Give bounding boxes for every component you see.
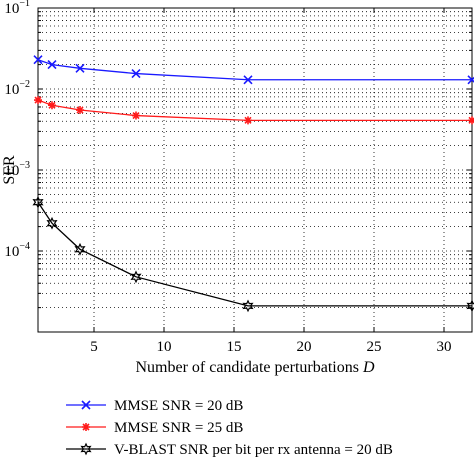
- data-point: [74, 242, 86, 256]
- series-line: [37, 99, 472, 122]
- series-3: [32, 195, 474, 313]
- y-tick-label-base: 10: [4, 163, 19, 179]
- series-1: [33, 55, 474, 85]
- legend-label: MMSE SNR = 25 dB: [114, 420, 243, 436]
- y-tick-label: 10−4: [4, 241, 30, 260]
- data-point: [468, 116, 474, 125]
- x-tick-label: 5: [90, 339, 98, 355]
- series-group: [32, 55, 474, 313]
- series-line: [37, 59, 472, 81]
- data-point: [467, 75, 474, 85]
- x-tick-label: 15: [227, 339, 242, 355]
- y-tick-label: 10−3: [4, 160, 30, 179]
- x-axis-label-variable: D: [362, 359, 375, 376]
- data-point: [130, 270, 142, 284]
- x-tick-label: 20: [297, 339, 312, 355]
- data-point: [46, 216, 58, 230]
- legend-entry: MMSE SNR = 20 dB: [66, 398, 243, 414]
- grid-lines: [38, 8, 472, 332]
- legend-marker: [81, 400, 91, 410]
- data-point: [32, 195, 44, 209]
- legend-label: MMSE SNR = 20 dB: [114, 398, 243, 414]
- data-point: [76, 106, 84, 115]
- series-line: [37, 201, 472, 307]
- legend-entry: MMSE SNR = 25 dB: [66, 420, 243, 436]
- data-point: [466, 299, 474, 313]
- legend-marker: [82, 423, 90, 431]
- data-point: [47, 60, 57, 70]
- x-axis-label: Number of candidate perturbations D: [135, 359, 374, 376]
- x-tick-label: 10: [157, 339, 172, 355]
- x-tick-label: 30: [437, 339, 452, 355]
- data-point: [48, 101, 56, 110]
- x-tick-label: 25: [367, 339, 382, 355]
- y-tick-label-base: 10: [4, 244, 19, 260]
- x-axis-label-text: Number of candidate perturbations: [135, 359, 358, 376]
- data-point: [132, 111, 140, 120]
- y-tick-label-exponent: −4: [19, 241, 30, 252]
- series-2: [34, 96, 474, 125]
- y-tick-label-base: 10: [4, 82, 19, 98]
- data-point: [75, 63, 85, 73]
- data-point: [242, 299, 254, 313]
- y-tick-label-exponent: −3: [19, 160, 30, 171]
- y-tick-label: 10−1: [4, 0, 30, 17]
- data-point: [243, 75, 253, 85]
- legend-label: V-BLAST SNR per bit per rx antenna = 20 …: [114, 442, 393, 458]
- legend: MMSE SNR = 20 dB MMSE SNR = 25 dB V-BLAST …: [66, 398, 393, 458]
- legend-entry: V-BLAST SNR per bit per rx antenna = 20 …: [66, 442, 393, 458]
- y-axis-label: SER: [1, 155, 18, 185]
- legend-marker: [80, 442, 92, 456]
- data-point: [34, 96, 42, 105]
- data-point: [244, 116, 252, 125]
- data-point: [131, 69, 141, 79]
- data-point: [33, 55, 43, 65]
- y-tick-label-exponent: −1: [19, 0, 30, 9]
- y-tick-label-exponent: −2: [19, 79, 30, 90]
- y-tick-label: 10−2: [4, 79, 30, 98]
- y-tick-label-base: 10: [4, 1, 19, 17]
